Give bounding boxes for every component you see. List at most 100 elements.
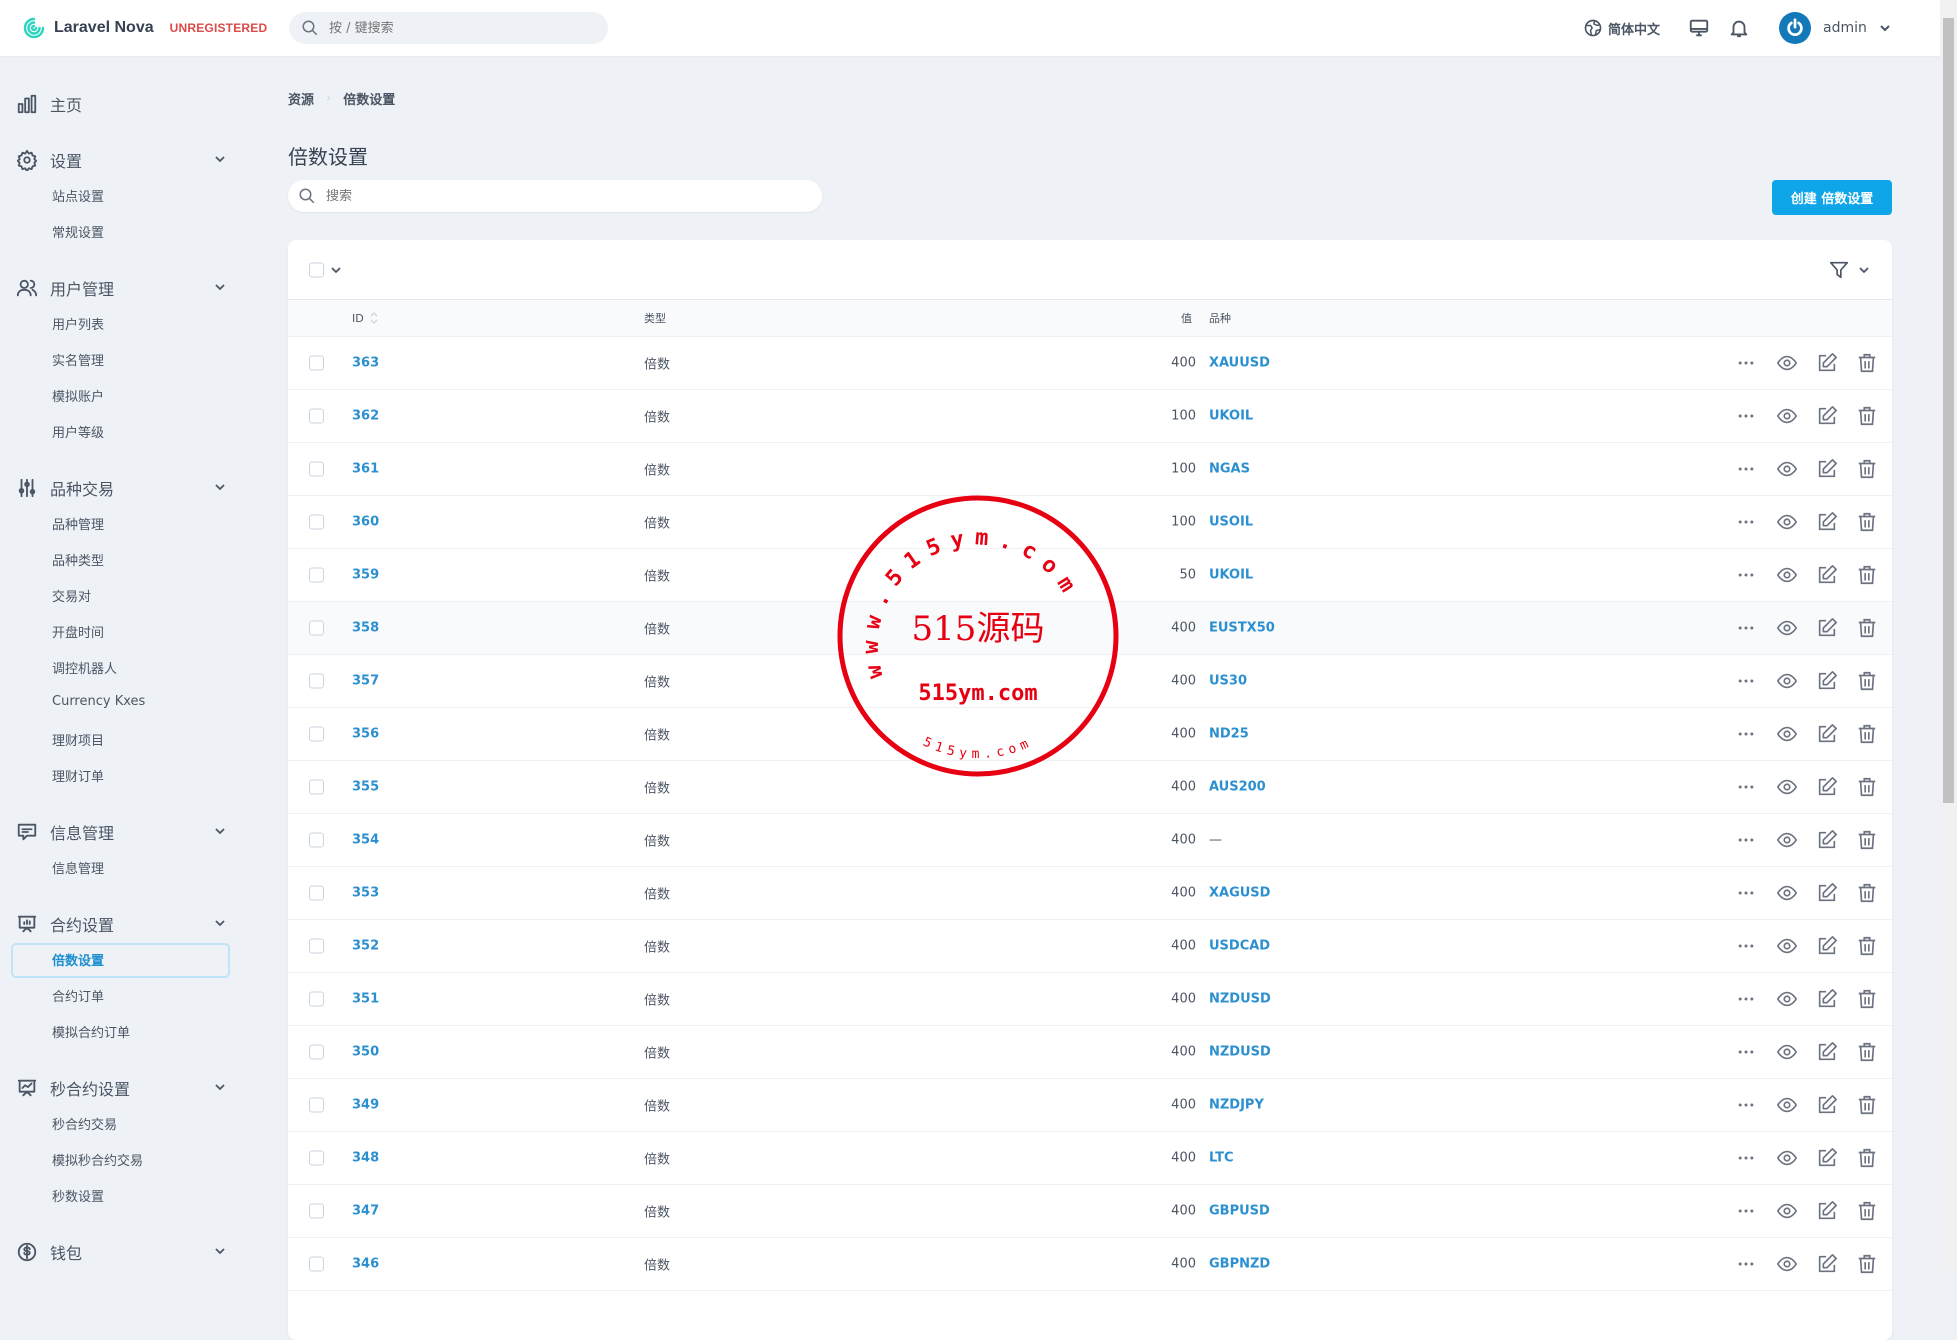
row-checkbox[interactable]: [309, 1044, 324, 1060]
row-checkbox[interactable]: [309, 673, 324, 689]
view-icon[interactable]: [1776, 882, 1798, 904]
sidebar-item[interactable]: 秒合约交易: [52, 1118, 118, 1133]
delete-icon[interactable]: [1856, 405, 1878, 427]
table-row[interactable]: 358 倍数 400 EUSTX50: [288, 602, 1892, 655]
more-icon[interactable]: [1736, 777, 1756, 797]
row-id-link[interactable]: 350: [352, 1044, 380, 1060]
sidebar-item[interactable]: Currency Kxes: [52, 694, 146, 709]
row-checkbox[interactable]: [309, 726, 324, 742]
resource-search-input[interactable]: [326, 188, 566, 204]
more-icon[interactable]: [1736, 1254, 1756, 1274]
sidebar-item[interactable]: 模拟秒合约交易: [52, 1154, 144, 1169]
table-row[interactable]: 362 倍数 100 UKOIL: [288, 390, 1892, 443]
view-icon[interactable]: [1776, 564, 1798, 586]
page-scrollbar[interactable]: [1940, 0, 1957, 1270]
view-icon[interactable]: [1776, 1253, 1798, 1275]
row-id-link[interactable]: 362: [352, 408, 380, 424]
table-row[interactable]: 361 倍数 100 NGAS: [288, 443, 1892, 496]
sidebar-item[interactable]: 秒数设置: [52, 1190, 105, 1205]
table-row[interactable]: 354 倍数 400 —: [288, 814, 1892, 867]
more-icon[interactable]: [1736, 671, 1756, 691]
row-id-link[interactable]: 357: [352, 673, 380, 689]
delete-icon[interactable]: [1856, 670, 1878, 692]
row-id-link[interactable]: 358: [352, 620, 380, 636]
edit-icon[interactable]: [1816, 617, 1838, 639]
edit-icon[interactable]: [1816, 935, 1838, 957]
edit-icon[interactable]: [1816, 723, 1838, 745]
language-switcher[interactable]: 简体中文: [1583, 0, 1660, 56]
table-row[interactable]: 355 倍数 400 AUS200: [288, 761, 1892, 814]
row-symbol-link[interactable]: GBPNZD: [1209, 1256, 1271, 1272]
sidebar-group-6[interactable]: 钱包: [16, 1240, 226, 1264]
row-symbol-link[interactable]: LTC: [1209, 1150, 1234, 1166]
delete-icon[interactable]: [1856, 776, 1878, 798]
edit-icon[interactable]: [1816, 882, 1838, 904]
edit-icon[interactable]: [1816, 511, 1838, 533]
row-symbol-link[interactable]: UKOIL: [1209, 408, 1254, 424]
sidebar-item[interactable]: 理财项目: [52, 734, 105, 749]
row-checkbox[interactable]: [309, 832, 324, 848]
breadcrumb-resources[interactable]: 资源: [288, 93, 315, 108]
row-symbol-link[interactable]: UKOIL: [1209, 567, 1254, 583]
sidebar-item[interactable]: 品种类型: [52, 554, 105, 569]
delete-icon[interactable]: [1856, 1253, 1878, 1275]
sidebar-group-4[interactable]: 合约设置: [16, 912, 226, 936]
edit-icon[interactable]: [1816, 829, 1838, 851]
edit-icon[interactable]: [1816, 1041, 1838, 1063]
row-id-link[interactable]: 346: [352, 1256, 380, 1272]
sidebar-item[interactable]: 理财订单: [52, 770, 105, 785]
row-symbol-link[interactable]: XAUUSD: [1209, 355, 1270, 371]
more-icon[interactable]: [1736, 989, 1756, 1009]
sidebar-group-2[interactable]: 品种交易: [16, 476, 226, 500]
delete-icon[interactable]: [1856, 1041, 1878, 1063]
row-id-link[interactable]: 347: [352, 1203, 380, 1219]
row-checkbox[interactable]: [309, 355, 324, 371]
table-row[interactable]: 352 倍数 400 USDCAD: [288, 920, 1892, 973]
row-id-link[interactable]: 354: [352, 832, 380, 848]
view-icon[interactable]: [1776, 511, 1798, 533]
table-row[interactable]: 348 倍数 400 LTC: [288, 1132, 1892, 1185]
table-row[interactable]: 357 倍数 400 US30: [288, 655, 1892, 708]
more-icon[interactable]: [1736, 618, 1756, 638]
more-icon[interactable]: [1736, 565, 1756, 585]
create-button[interactable]: 创建 倍数设置: [1772, 180, 1892, 215]
view-icon[interactable]: [1776, 723, 1798, 745]
delete-icon[interactable]: [1856, 723, 1878, 745]
row-id-link[interactable]: 359: [352, 567, 380, 583]
more-icon[interactable]: [1736, 936, 1756, 956]
view-icon[interactable]: [1776, 458, 1798, 480]
select-all-checkbox[interactable]: [309, 262, 324, 277]
chevron-down-icon[interactable]: [214, 1245, 226, 1257]
row-id-link[interactable]: 356: [352, 726, 380, 742]
row-checkbox[interactable]: [309, 1097, 324, 1113]
column-id[interactable]: ID: [352, 311, 378, 325]
chevron-down-icon[interactable]: [214, 281, 226, 293]
more-icon[interactable]: [1736, 353, 1756, 373]
row-symbol-link[interactable]: NZDUSD: [1209, 991, 1271, 1007]
sidebar-item[interactable]: 站点设置: [52, 190, 105, 205]
table-row[interactable]: 360 倍数 100 USOIL: [288, 496, 1892, 549]
sidebar-group-3[interactable]: 信息管理: [16, 820, 226, 844]
edit-icon[interactable]: [1816, 1200, 1838, 1222]
sidebar-group-5[interactable]: 秒合约设置: [16, 1076, 226, 1100]
chevron-down-icon[interactable]: [214, 153, 226, 165]
view-icon[interactable]: [1776, 829, 1798, 851]
table-row[interactable]: 356 倍数 400 ND25: [288, 708, 1892, 761]
delete-icon[interactable]: [1856, 935, 1878, 957]
table-row[interactable]: 359 倍数 50 UKOIL: [288, 549, 1892, 602]
delete-icon[interactable]: [1856, 1094, 1878, 1116]
chevron-down-icon[interactable]: [214, 825, 226, 837]
row-checkbox[interactable]: [309, 1150, 324, 1166]
scrollbar-thumb[interactable]: [1943, 18, 1954, 803]
view-icon[interactable]: [1776, 1200, 1798, 1222]
more-icon[interactable]: [1736, 459, 1756, 479]
row-checkbox[interactable]: [309, 779, 324, 795]
row-checkbox[interactable]: [309, 885, 324, 901]
global-search[interactable]: [289, 12, 608, 44]
row-symbol-link[interactable]: AUS200: [1209, 779, 1266, 795]
sidebar-item[interactable]: 倍数设置: [52, 954, 105, 969]
row-symbol-link[interactable]: NZDJPY: [1209, 1097, 1264, 1113]
sidebar-item[interactable]: 用户列表: [52, 318, 105, 333]
select-menu-chevron-icon[interactable]: [330, 264, 342, 276]
row-id-link[interactable]: 349: [352, 1097, 380, 1113]
